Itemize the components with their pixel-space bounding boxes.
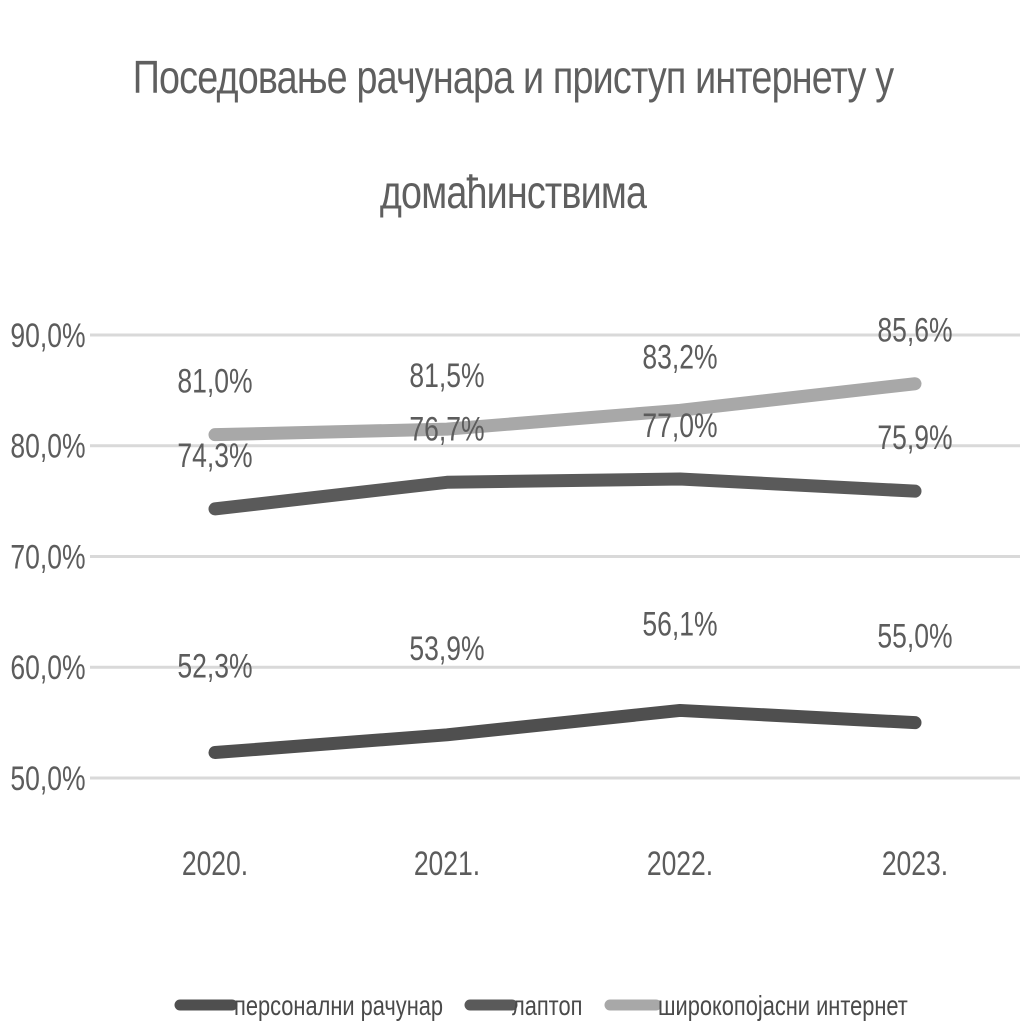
y-tick-label: 90,0%	[10, 317, 85, 355]
x-tick-label: 2023.	[882, 845, 948, 883]
data-labels: 52,3% 53,9% 56,1% 55,0% 74,3% 76,7% 77,0% 75,9%…	[177, 312, 952, 686]
x-tick-label: 2020.	[182, 845, 248, 883]
series-line-2	[208, 377, 922, 442]
series-line-0	[208, 703, 922, 760]
legend-label-1: лаптоп	[512, 990, 582, 1021]
data-label: 56,1%	[642, 605, 717, 643]
gridlines	[90, 333, 1020, 780]
y-tick-label: 80,0%	[10, 428, 85, 466]
legend: персонални рачунар лаптоп широкопојасни ин…	[174, 990, 908, 1022]
data-label: 53,9%	[409, 630, 484, 668]
data-label: 77,0%	[642, 407, 717, 445]
series-line-1	[208, 472, 922, 516]
data-label: 81,5%	[409, 357, 484, 395]
legend-label-0: персонални рачунар	[234, 990, 443, 1021]
y-tick-label: 60,0%	[10, 649, 85, 687]
x-tick-label: 2022.	[647, 845, 713, 883]
data-label: 81,0%	[177, 363, 252, 401]
chart-title-line-1: Поседовање рачунара и приступ интернету …	[132, 51, 894, 103]
chart-title-line-2: домаћинствима	[379, 166, 647, 218]
y-tick-label: 70,0%	[10, 538, 85, 576]
data-label: 74,3%	[177, 437, 252, 475]
data-label: 85,6%	[877, 312, 952, 350]
data-label: 55,0%	[877, 618, 952, 656]
x-tick-label: 2021.	[414, 845, 480, 883]
y-tick-label: 50,0%	[10, 760, 85, 798]
data-label: 76,7%	[409, 410, 484, 448]
data-label: 75,9%	[877, 419, 952, 457]
x-axis-tick-labels: 2020. 2021. 2022. 2023.	[182, 845, 948, 883]
legend-label-2: широкопојасни интернет	[658, 990, 908, 1021]
data-label: 83,2%	[642, 338, 717, 376]
data-label: 52,3%	[177, 647, 252, 685]
y-axis-tick-labels: 50,0% 60,0% 70,0% 80,0% 90,0%	[10, 317, 85, 798]
series-lines	[208, 377, 922, 760]
